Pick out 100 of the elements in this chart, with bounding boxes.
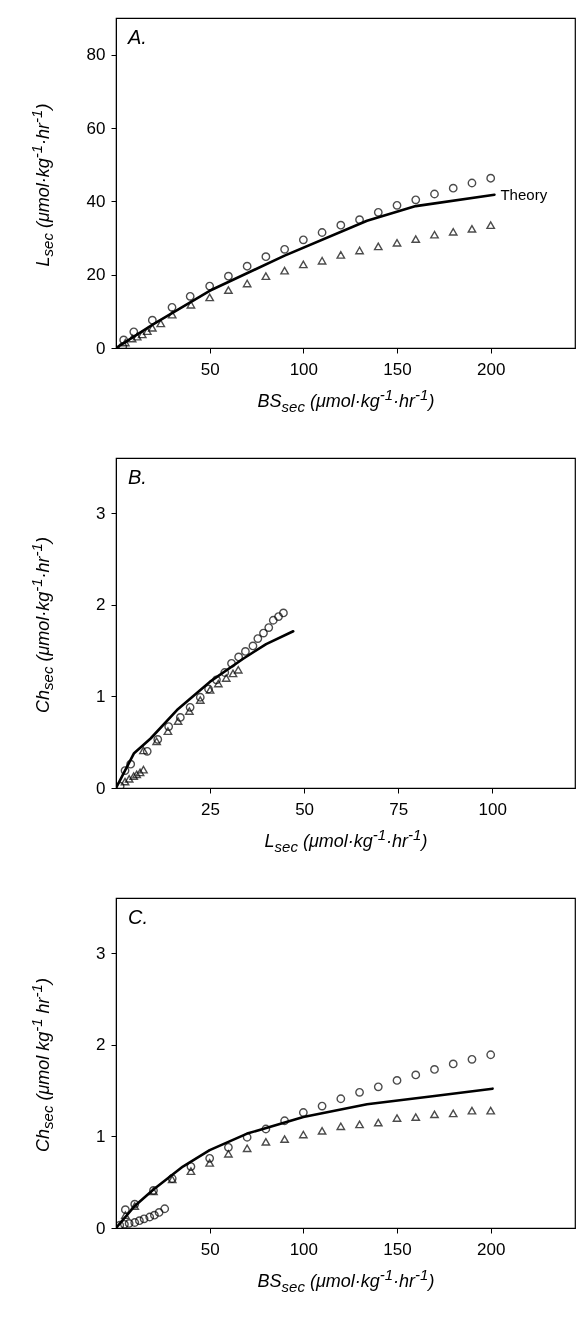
point <box>205 293 215 302</box>
point <box>135 768 145 777</box>
point <box>392 200 402 210</box>
point <box>467 1054 477 1064</box>
point <box>280 1135 290 1143</box>
point <box>150 1210 159 1220</box>
x-tick-label: 75 <box>389 799 409 819</box>
point <box>135 1216 144 1226</box>
point <box>467 178 477 188</box>
x-tick-label: 200 <box>477 1239 506 1259</box>
point <box>224 1149 233 1158</box>
point <box>129 327 139 337</box>
point <box>120 1205 130 1215</box>
point <box>124 774 134 783</box>
point <box>120 1219 129 1228</box>
point <box>336 1094 346 1104</box>
point <box>486 221 496 230</box>
point <box>448 183 458 193</box>
point <box>430 1065 439 1074</box>
point <box>411 1070 421 1080</box>
point <box>163 727 173 736</box>
point <box>298 1130 308 1139</box>
point <box>355 1120 364 1129</box>
point <box>120 766 130 775</box>
point <box>448 1059 458 1069</box>
point <box>355 1087 364 1097</box>
point <box>195 696 205 704</box>
point <box>242 1144 252 1153</box>
point <box>280 266 290 275</box>
point <box>129 772 139 780</box>
point <box>160 1204 170 1214</box>
point <box>355 246 364 255</box>
point <box>127 334 137 343</box>
point <box>164 722 174 731</box>
point <box>317 256 327 265</box>
y-tick-label: 0 <box>96 338 106 358</box>
point <box>261 252 271 262</box>
y-tick-label: 3 <box>96 503 106 523</box>
point <box>392 238 402 247</box>
point <box>430 230 439 239</box>
point <box>124 1219 134 1228</box>
x-tick-label: 100 <box>289 1239 319 1259</box>
point <box>467 1106 477 1115</box>
y-tick-label: 40 <box>86 191 106 211</box>
y-tick-label: 2 <box>96 1035 106 1055</box>
point <box>411 235 421 244</box>
point <box>173 717 183 725</box>
point <box>120 1211 130 1220</box>
point <box>142 746 152 756</box>
point <box>132 770 142 779</box>
point <box>268 615 278 625</box>
point <box>373 242 383 251</box>
point <box>248 641 258 651</box>
point <box>186 1162 196 1171</box>
point <box>280 244 290 254</box>
point <box>336 250 346 259</box>
y-tick-label: 0 <box>96 778 106 798</box>
point <box>167 310 177 319</box>
point <box>156 319 166 328</box>
point <box>298 1108 308 1117</box>
y-tick-label: 1 <box>96 686 106 706</box>
point <box>227 658 236 668</box>
x-tick-label: 50 <box>200 359 220 379</box>
point <box>274 612 283 621</box>
x-axis-title: L$_{sec}$ (μmol·kg$^{-1}$·hr$^{-1}$) <box>263 826 429 855</box>
point <box>317 228 327 237</box>
point <box>132 332 142 341</box>
point <box>142 327 152 336</box>
y-tick-label: 3 <box>96 943 106 963</box>
point <box>259 628 268 638</box>
point <box>317 1126 327 1135</box>
x-axis-title: BS$_{sec}$ (μmol·kg$^{-1}$·hr$^{-1}$) <box>256 1266 436 1295</box>
x-tick-label: 50 <box>200 1239 220 1259</box>
y-tick-label: 80 <box>86 45 106 65</box>
point <box>224 1142 233 1152</box>
point <box>205 1159 215 1167</box>
point <box>430 1110 439 1119</box>
x-tick-label: 25 <box>201 799 221 819</box>
point <box>242 279 252 288</box>
point <box>242 261 252 271</box>
point <box>139 746 148 755</box>
chart-title: A. <box>127 26 147 48</box>
point <box>147 315 157 325</box>
point <box>411 195 421 205</box>
x-axis-title: BS$_{sec}$ (μmol·kg$^{-1}$·hr$^{-1}$) <box>256 386 436 415</box>
point <box>120 777 130 786</box>
point <box>467 224 477 233</box>
point <box>253 634 263 643</box>
series-label: Theory <box>500 185 548 203</box>
point <box>212 675 221 685</box>
point <box>186 1167 196 1176</box>
point <box>205 1153 215 1163</box>
point <box>224 286 233 294</box>
point <box>175 713 185 722</box>
x-tick-label: 50 <box>295 799 315 819</box>
point <box>195 692 205 702</box>
y-tick-label: 2 <box>96 595 106 615</box>
point <box>448 227 458 236</box>
point <box>184 707 194 715</box>
chart-title: B. <box>128 466 147 488</box>
